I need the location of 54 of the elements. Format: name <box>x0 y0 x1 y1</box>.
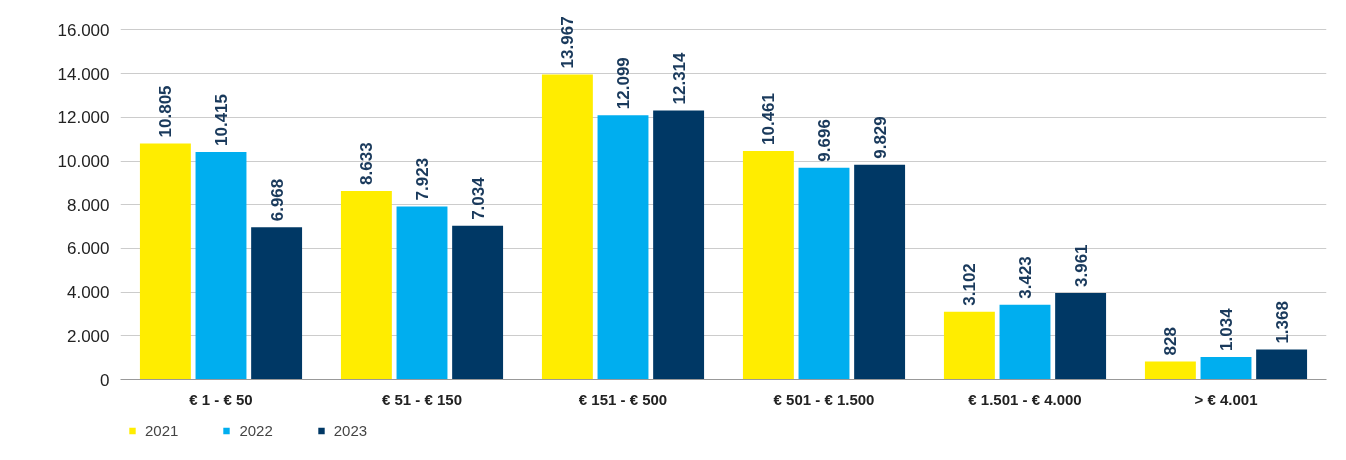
y-tick-label: 0 <box>100 370 110 390</box>
data-label: 828 <box>1161 327 1181 356</box>
legend-label: 2022 <box>239 421 273 439</box>
bar <box>1200 356 1252 380</box>
data-label: 1.368 <box>1272 301 1292 344</box>
x-tick-label: € 1.501 - € 4.000 <box>968 390 1082 408</box>
y-tick-label: 10.000 <box>57 152 110 172</box>
bar <box>251 227 303 380</box>
y-tick-label: 6.000 <box>66 239 110 259</box>
y-tick-label: 8.000 <box>66 195 110 215</box>
bar <box>1144 361 1196 380</box>
legend-label: 2021 <box>145 421 179 439</box>
y-tick-label: 16.000 <box>57 20 110 40</box>
x-tick-label: € 51 - € 150 <box>381 390 463 408</box>
bar <box>541 74 593 380</box>
x-tick-label: € 151 - € 500 <box>578 390 668 408</box>
data-label: 13.967 <box>558 16 578 69</box>
data-label: 3.102 <box>960 263 980 306</box>
bar <box>195 151 247 380</box>
bar <box>452 225 504 380</box>
data-label: 9.829 <box>870 116 890 159</box>
bar <box>999 304 1051 380</box>
data-label: 7.034 <box>468 176 488 220</box>
data-label: 6.968 <box>267 178 287 222</box>
bar <box>340 190 392 380</box>
bar <box>798 167 850 380</box>
y-tick-label: 14.000 <box>57 64 110 84</box>
data-label: 8.633 <box>357 142 377 185</box>
data-label: 3.961 <box>1071 244 1091 287</box>
data-label: 7.923 <box>413 157 432 201</box>
x-tick-label: > € 4.001 <box>1194 390 1258 408</box>
bar <box>396 206 448 380</box>
data-label: 10.461 <box>759 92 779 145</box>
legend-label: 2023 <box>333 421 368 439</box>
data-label: 12.314 <box>669 51 689 105</box>
data-label: 9.696 <box>815 119 834 162</box>
bar <box>653 110 705 380</box>
bar <box>1256 349 1308 380</box>
y-tick-label: 2.000 <box>66 326 110 346</box>
data-label: 10.805 <box>156 85 176 138</box>
bar <box>597 115 649 380</box>
data-label: 12.099 <box>614 57 633 110</box>
x-tick-label: € 1 - € 50 <box>189 390 253 408</box>
data-label: 3.423 <box>1016 256 1035 299</box>
bar <box>943 311 995 380</box>
y-tick-label: 4.000 <box>66 283 110 303</box>
bar <box>742 150 794 380</box>
bar <box>139 143 191 380</box>
y-tick-label: 12.000 <box>57 108 110 128</box>
bar <box>854 164 906 380</box>
data-label: 10.415 <box>212 93 231 146</box>
x-tick-label: € 501 - € 1.500 <box>773 390 875 408</box>
data-label: 1.034 <box>1217 307 1236 351</box>
bar <box>1055 292 1107 380</box>
